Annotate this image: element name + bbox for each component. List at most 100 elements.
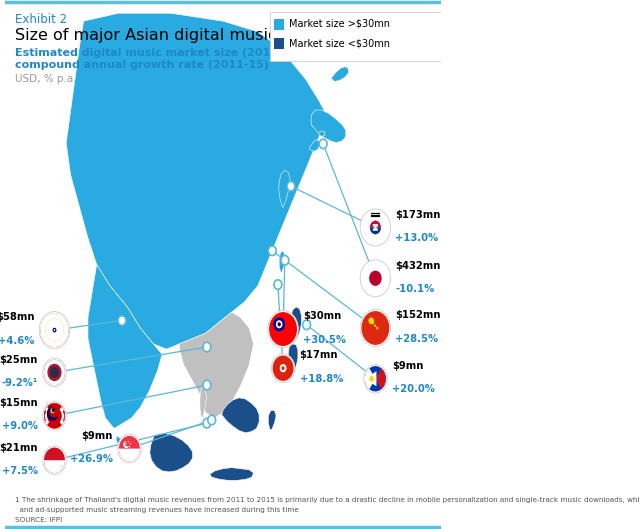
Circle shape: [49, 406, 58, 417]
FancyBboxPatch shape: [270, 12, 444, 61]
Circle shape: [287, 181, 295, 191]
Circle shape: [125, 441, 129, 446]
Polygon shape: [179, 312, 253, 418]
Circle shape: [43, 358, 66, 387]
Circle shape: [360, 309, 390, 346]
Circle shape: [43, 446, 66, 475]
Text: +26.9%: +26.9%: [70, 454, 113, 464]
Circle shape: [362, 311, 389, 345]
Wedge shape: [376, 368, 386, 389]
Wedge shape: [44, 403, 65, 428]
Circle shape: [278, 322, 281, 326]
Wedge shape: [119, 449, 140, 461]
Circle shape: [44, 403, 65, 428]
Wedge shape: [281, 368, 287, 372]
Text: $152mn: $152mn: [396, 311, 441, 320]
Polygon shape: [268, 411, 276, 430]
Circle shape: [376, 327, 378, 330]
Polygon shape: [210, 468, 253, 480]
Text: $58mn: $58mn: [0, 313, 35, 322]
Circle shape: [362, 261, 389, 295]
Wedge shape: [44, 403, 65, 425]
Circle shape: [125, 443, 127, 444]
Circle shape: [118, 434, 141, 463]
Polygon shape: [221, 398, 259, 433]
Circle shape: [119, 436, 140, 461]
Polygon shape: [291, 307, 301, 339]
Text: Exhibit 2: Exhibit 2: [15, 13, 67, 26]
Wedge shape: [44, 460, 65, 473]
Text: +30.5%: +30.5%: [303, 335, 346, 344]
Circle shape: [281, 256, 289, 265]
Text: +18.8%: +18.8%: [300, 374, 343, 384]
Text: and ad-supported music streaming revenues have increased during this time: and ad-supported music streaming revenue…: [15, 507, 299, 513]
Wedge shape: [280, 367, 284, 372]
Wedge shape: [372, 231, 378, 234]
Text: $173mn: $173mn: [396, 210, 441, 220]
Text: 1 The shrinkage of Thailand's digital music revenues from 2011 to 2015 is primar: 1 The shrinkage of Thailand's digital mu…: [15, 497, 640, 503]
Circle shape: [128, 441, 129, 442]
Text: SOURCE: IFPI: SOURCE: IFPI: [15, 517, 62, 523]
Circle shape: [274, 280, 282, 289]
Wedge shape: [47, 403, 62, 416]
Bar: [275, 19, 284, 30]
Text: -9.2%¹: -9.2%¹: [1, 378, 38, 388]
Text: $9mn: $9mn: [392, 361, 423, 371]
Wedge shape: [370, 227, 381, 234]
Circle shape: [271, 354, 295, 382]
Polygon shape: [116, 436, 122, 444]
Text: $15mn: $15mn: [0, 398, 38, 408]
Text: +28.5%: +28.5%: [396, 334, 438, 343]
Text: Estimated digital music market size (2015) and: Estimated digital music market size (201…: [15, 48, 310, 58]
Circle shape: [360, 260, 390, 297]
Circle shape: [44, 448, 65, 473]
Text: $30mn: $30mn: [303, 312, 341, 321]
Polygon shape: [66, 13, 328, 349]
Wedge shape: [40, 313, 68, 347]
Circle shape: [209, 417, 214, 424]
Circle shape: [303, 320, 310, 330]
Text: +20.0%: +20.0%: [392, 385, 435, 394]
Polygon shape: [365, 371, 376, 386]
Text: -10.1%: -10.1%: [396, 284, 435, 294]
Wedge shape: [44, 403, 65, 421]
Text: $17mn: $17mn: [300, 351, 338, 360]
Circle shape: [203, 342, 211, 352]
Wedge shape: [372, 227, 378, 231]
Polygon shape: [150, 434, 193, 472]
Circle shape: [369, 317, 374, 324]
Text: USD, % p.a.: USD, % p.a.: [15, 74, 76, 84]
Polygon shape: [309, 140, 319, 151]
Circle shape: [273, 355, 294, 381]
Wedge shape: [372, 221, 378, 224]
Polygon shape: [88, 264, 162, 428]
Polygon shape: [279, 170, 290, 207]
Circle shape: [282, 366, 285, 370]
Text: Market size >$30mn: Market size >$30mn: [289, 19, 390, 29]
Text: $21mn: $21mn: [0, 443, 38, 452]
Circle shape: [362, 211, 389, 244]
Bar: [275, 38, 284, 49]
Circle shape: [52, 408, 55, 412]
Circle shape: [268, 311, 298, 348]
Wedge shape: [365, 368, 376, 389]
Wedge shape: [280, 364, 284, 370]
Wedge shape: [281, 364, 287, 368]
Circle shape: [208, 415, 216, 425]
Wedge shape: [370, 221, 381, 227]
Circle shape: [118, 316, 126, 325]
Wedge shape: [45, 319, 64, 341]
Wedge shape: [284, 364, 287, 372]
Circle shape: [372, 322, 374, 324]
Circle shape: [276, 320, 282, 329]
Polygon shape: [331, 67, 348, 81]
Text: $9mn: $9mn: [81, 431, 113, 441]
Wedge shape: [40, 313, 68, 347]
Circle shape: [39, 312, 70, 349]
Circle shape: [203, 418, 211, 428]
Circle shape: [268, 246, 276, 256]
Circle shape: [51, 408, 54, 413]
Circle shape: [364, 364, 387, 393]
Circle shape: [124, 441, 129, 448]
Circle shape: [273, 317, 285, 331]
